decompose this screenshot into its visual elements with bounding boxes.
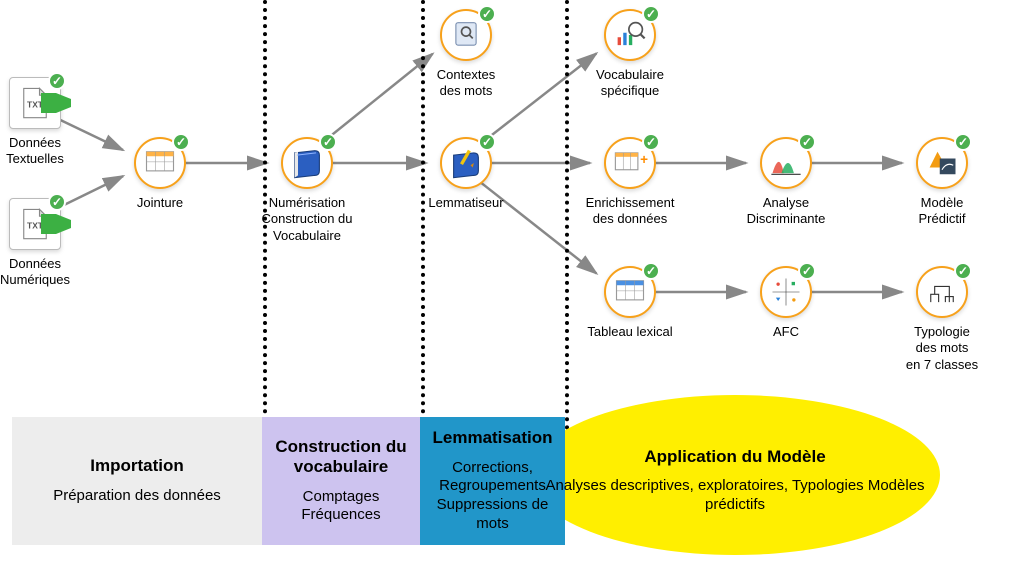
node-lemmatiseur: ✓ Lemmatiseur	[416, 137, 516, 211]
node-label: Contextes des mots	[437, 67, 496, 100]
phase-title: Construction du vocabulaire	[268, 437, 414, 478]
status-ok-icon: ✓	[48, 193, 66, 211]
node-modele: ✓ Modèle Prédictif	[892, 137, 992, 228]
node-numerisation: ✓ Numérisation Construction du Vocabulair…	[257, 137, 357, 244]
node-enrichissement: + ✓ Enrichissement des données	[580, 137, 680, 228]
status-ok-icon: ✓	[798, 262, 816, 280]
node-txt2: TXT ✓Données Numériques	[0, 198, 85, 289]
node-label: Lemmatiseur	[428, 195, 503, 211]
phase-subtitle: Comptages Fréquences	[268, 488, 414, 526]
status-ok-icon: ✓	[172, 133, 190, 151]
phase-construct: Construction du vocabulaire Comptages Fré…	[262, 417, 420, 545]
node-jointure: ✓ Jointure	[110, 137, 210, 211]
node-contextes: ✓ Contextes des mots	[416, 9, 516, 100]
node-txt1: TXT ✓Données Textuelles	[0, 77, 85, 168]
phase-subtitle: Préparation des données	[53, 487, 221, 506]
distribution-curves-icon: ✓	[760, 137, 812, 189]
dendrogram-icon: ✓	[916, 266, 968, 318]
barchart-magnify-icon: ✓	[604, 9, 656, 61]
status-ok-icon: ✓	[48, 72, 66, 90]
node-vocabulaire: ✓ Vocabulaire spécifique	[580, 9, 680, 100]
status-ok-icon: ✓	[478, 133, 496, 151]
node-label: Données Textuelles	[6, 135, 64, 168]
table-blue-icon: ✓	[604, 266, 656, 318]
node-tableau: ✓ Tableau lexical	[580, 266, 680, 340]
status-ok-icon: ✓	[798, 133, 816, 151]
diagram-canvas: TXT ✓Données Textuelles TXT ✓Données Num…	[0, 0, 1025, 581]
book-icon: ✓	[281, 137, 333, 189]
phase-title: Importation	[90, 456, 184, 476]
node-label: AFC	[773, 324, 799, 340]
node-label: Tableau lexical	[587, 324, 672, 340]
table-plus-icon: + ✓	[604, 137, 656, 189]
node-analyse: ✓ Analyse Discriminante	[736, 137, 836, 228]
node-afc: ✓ AFC	[736, 266, 836, 340]
node-label: Modèle Prédictif	[919, 195, 966, 228]
phase-subtitle: Analyses descriptives, exploratoires, Ty…	[536, 477, 934, 515]
phase-title: Application du Modèle	[644, 447, 825, 467]
node-label: Vocabulaire spécifique	[596, 67, 664, 100]
phase-app: Application du Modèle Analyses descriptiv…	[530, 417, 940, 545]
import-arrow-icon	[41, 93, 71, 113]
phase-import: Importation Préparation des données	[12, 417, 262, 545]
phase-divider	[565, 0, 569, 462]
node-label: Données Numériques	[0, 256, 70, 289]
node-typologie: ✓ Typologie des mots en 7 classes	[892, 266, 992, 373]
status-ok-icon: ✓	[319, 133, 337, 151]
node-label: Enrichissement des données	[586, 195, 675, 228]
svg-text:+: +	[640, 152, 648, 167]
status-ok-icon: ✓	[954, 133, 972, 151]
status-ok-icon: ✓	[642, 133, 660, 151]
node-label: Jointure	[137, 195, 183, 211]
node-label: Typologie des mots en 7 classes	[906, 324, 978, 373]
node-label: Numérisation Construction du Vocabulaire	[261, 195, 352, 244]
import-arrow-icon	[41, 214, 71, 234]
status-ok-icon: ✓	[478, 5, 496, 23]
join-table-icon: ✓	[134, 137, 186, 189]
model-icon: ✓	[916, 137, 968, 189]
status-ok-icon: ✓	[954, 262, 972, 280]
pencil-book-icon: ✓	[440, 137, 492, 189]
status-ok-icon: ✓	[642, 5, 660, 23]
dictionary-icon: ✓	[440, 9, 492, 61]
scatter-icon: ✓	[760, 266, 812, 318]
status-ok-icon: ✓	[642, 262, 660, 280]
node-label: Analyse Discriminante	[747, 195, 826, 228]
